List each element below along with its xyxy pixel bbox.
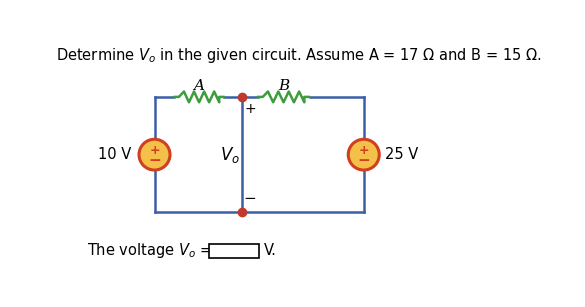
Text: A: A	[194, 79, 205, 93]
Text: Determine $V_o$ in the given circuit. Assume A = 17 Ω and B = 15 Ω.: Determine $V_o$ in the given circuit. As…	[56, 46, 542, 65]
Text: 25 V: 25 V	[386, 147, 419, 162]
Text: −: −	[148, 153, 161, 168]
Circle shape	[348, 139, 379, 170]
Text: +: +	[359, 144, 369, 157]
Text: V.: V.	[264, 243, 277, 258]
Text: The voltage $V_o$ =: The voltage $V_o$ =	[87, 241, 212, 260]
Circle shape	[139, 139, 170, 170]
Text: −: −	[357, 153, 370, 168]
Text: +: +	[244, 102, 256, 116]
Text: B: B	[278, 79, 289, 93]
Text: $V_o$: $V_o$	[220, 145, 240, 165]
Text: 10 V: 10 V	[98, 147, 131, 162]
Text: +: +	[149, 144, 160, 157]
FancyBboxPatch shape	[209, 244, 259, 258]
Text: −: −	[243, 191, 256, 206]
